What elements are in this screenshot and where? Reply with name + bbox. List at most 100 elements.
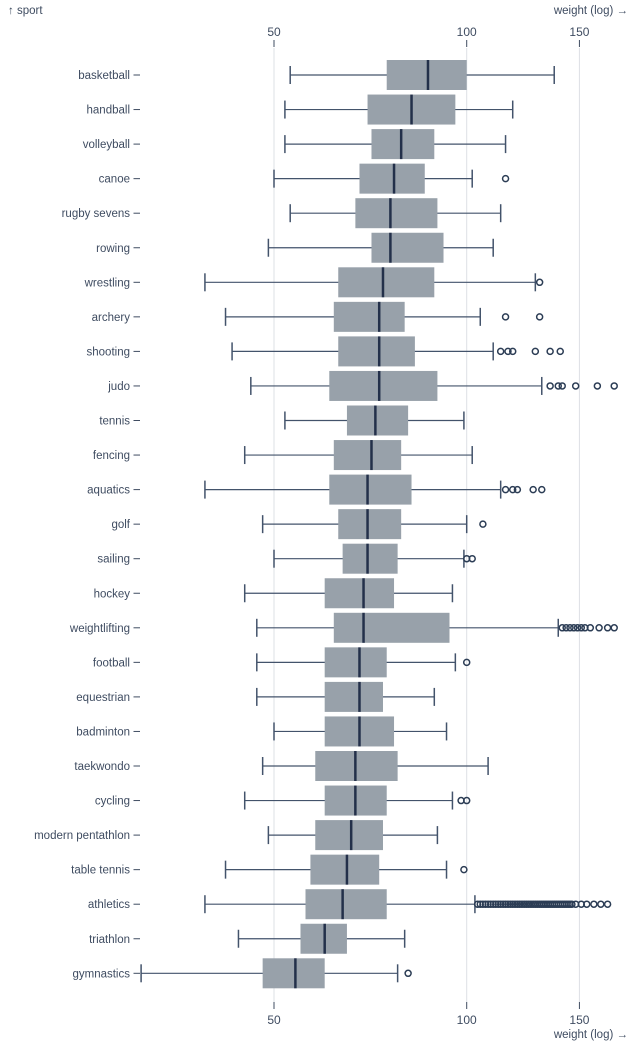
outlier-dot — [515, 900, 524, 908]
outlier-dot — [562, 624, 570, 632]
iqr-box — [305, 889, 387, 920]
outlier-dot — [491, 900, 500, 908]
outlier-dot — [468, 554, 476, 563]
x-tick-label-top: 150 — [569, 25, 589, 39]
outlier-dot — [595, 624, 603, 632]
outlier-dot — [499, 900, 507, 908]
row-badminton: badminton — [76, 716, 448, 747]
outlier-dot — [603, 624, 612, 632]
sport-label: handball — [87, 105, 130, 117]
outlier-dot — [479, 900, 487, 908]
outlier-dot — [554, 382, 562, 390]
sport-label: rowing — [96, 243, 130, 255]
sport-label: fencing — [93, 450, 130, 462]
iqr-box — [371, 129, 435, 160]
row-triathlon: triathlon — [89, 923, 406, 954]
row-football: football — [93, 647, 471, 678]
outlier-dot — [460, 865, 468, 874]
outlier-dot — [582, 900, 591, 908]
row-handball: handball — [87, 94, 514, 125]
iqr-box — [386, 60, 467, 90]
row-hockey: hockey — [94, 578, 454, 609]
outlier-dot — [486, 900, 495, 908]
row-equestrian: equestrian — [76, 681, 436, 712]
row-golf: golf — [111, 509, 487, 540]
outlier-dot — [535, 278, 544, 287]
outlier-dot — [535, 313, 544, 321]
row-cycling: cycling — [95, 785, 471, 816]
outlier-dot — [508, 900, 517, 908]
outlier-dot — [501, 485, 510, 494]
outlier-dot — [462, 658, 471, 667]
row-rowing: rowing — [96, 232, 494, 263]
outlier-dot — [610, 382, 618, 390]
iqr-box — [346, 405, 409, 436]
iqr-box — [342, 543, 398, 574]
row-wrestling: wrestling — [84, 267, 544, 298]
sport-label: wrestling — [84, 277, 130, 289]
row-fencing: fencing — [93, 440, 473, 471]
iqr-box — [324, 681, 383, 712]
sport-label: judo — [107, 381, 130, 393]
row-shooting: shooting — [87, 336, 564, 367]
outlier-dot — [593, 382, 602, 390]
outlier-dot — [597, 900, 605, 908]
iqr-box — [333, 440, 402, 471]
sport-label: shooting — [87, 346, 130, 358]
row-modern-pentathlon: modern pentathlon — [34, 820, 439, 851]
outlier-dot — [573, 624, 582, 632]
outlier-dot — [546, 347, 554, 356]
iqr-box — [329, 370, 438, 401]
sport-label: weightlifting — [69, 623, 130, 635]
x-tick-label-top: 100 — [457, 25, 477, 39]
x-axis-title-top: weight (log) → — [553, 5, 628, 17]
outlier-dot — [513, 485, 522, 494]
row-gymnastics: gymnastics — [72, 958, 412, 989]
outlier-dot — [504, 347, 512, 356]
sport-label: cycling — [95, 796, 130, 808]
iqr-box — [333, 612, 450, 643]
outlier-dot — [481, 900, 490, 908]
sport-label: football — [93, 657, 130, 669]
outlier-dot — [506, 900, 515, 908]
outlier-dot — [484, 900, 492, 908]
row-taekwondo: taekwondo — [74, 751, 489, 781]
outlier-dot — [501, 313, 510, 321]
outlier-dot — [531, 347, 540, 356]
outlier-dot — [577, 624, 586, 632]
outlier-dot — [476, 900, 485, 908]
x-tick-label-bottom: 100 — [457, 1013, 477, 1027]
sport-label: equestrian — [76, 692, 130, 704]
sport-label: rugby sevens — [62, 208, 131, 220]
row-tennis: tennis — [99, 405, 465, 436]
sport-label: hockey — [94, 588, 131, 600]
outlier-dot — [496, 347, 505, 356]
outlier-dot — [511, 900, 519, 908]
outlier-dot — [496, 900, 505, 908]
sport-label: basketball — [78, 70, 130, 82]
x-tick-label-bottom: 150 — [569, 1013, 589, 1027]
row-athletics: athletics — [88, 889, 612, 920]
row-volleyball: volleyball — [83, 129, 507, 160]
row-canoe: canoe — [99, 163, 510, 194]
outlier-dot — [508, 347, 517, 356]
iqr-box — [371, 232, 444, 263]
outlier-dot — [558, 382, 566, 390]
outlier-dot — [508, 485, 517, 494]
iqr-box — [324, 578, 395, 609]
sport-label: modern pentathlon — [34, 830, 130, 842]
sport-label: sailing — [97, 554, 130, 566]
sport-label: taekwondo — [74, 761, 130, 773]
outlier-dot — [568, 900, 576, 908]
sport-label: table tennis — [71, 865, 130, 877]
outlier-dot — [501, 174, 510, 183]
sport-label: golf — [111, 519, 130, 531]
iqr-box — [338, 336, 415, 367]
sport-label: canoe — [99, 174, 130, 186]
outlier-dot — [479, 520, 487, 528]
row-weightlifting: weightlifting — [69, 612, 618, 643]
x-tick-label-top: 50 — [267, 25, 281, 39]
sport-label: aquatics — [87, 485, 130, 497]
outlier-dot — [546, 382, 554, 390]
outlier-dot — [590, 900, 598, 908]
